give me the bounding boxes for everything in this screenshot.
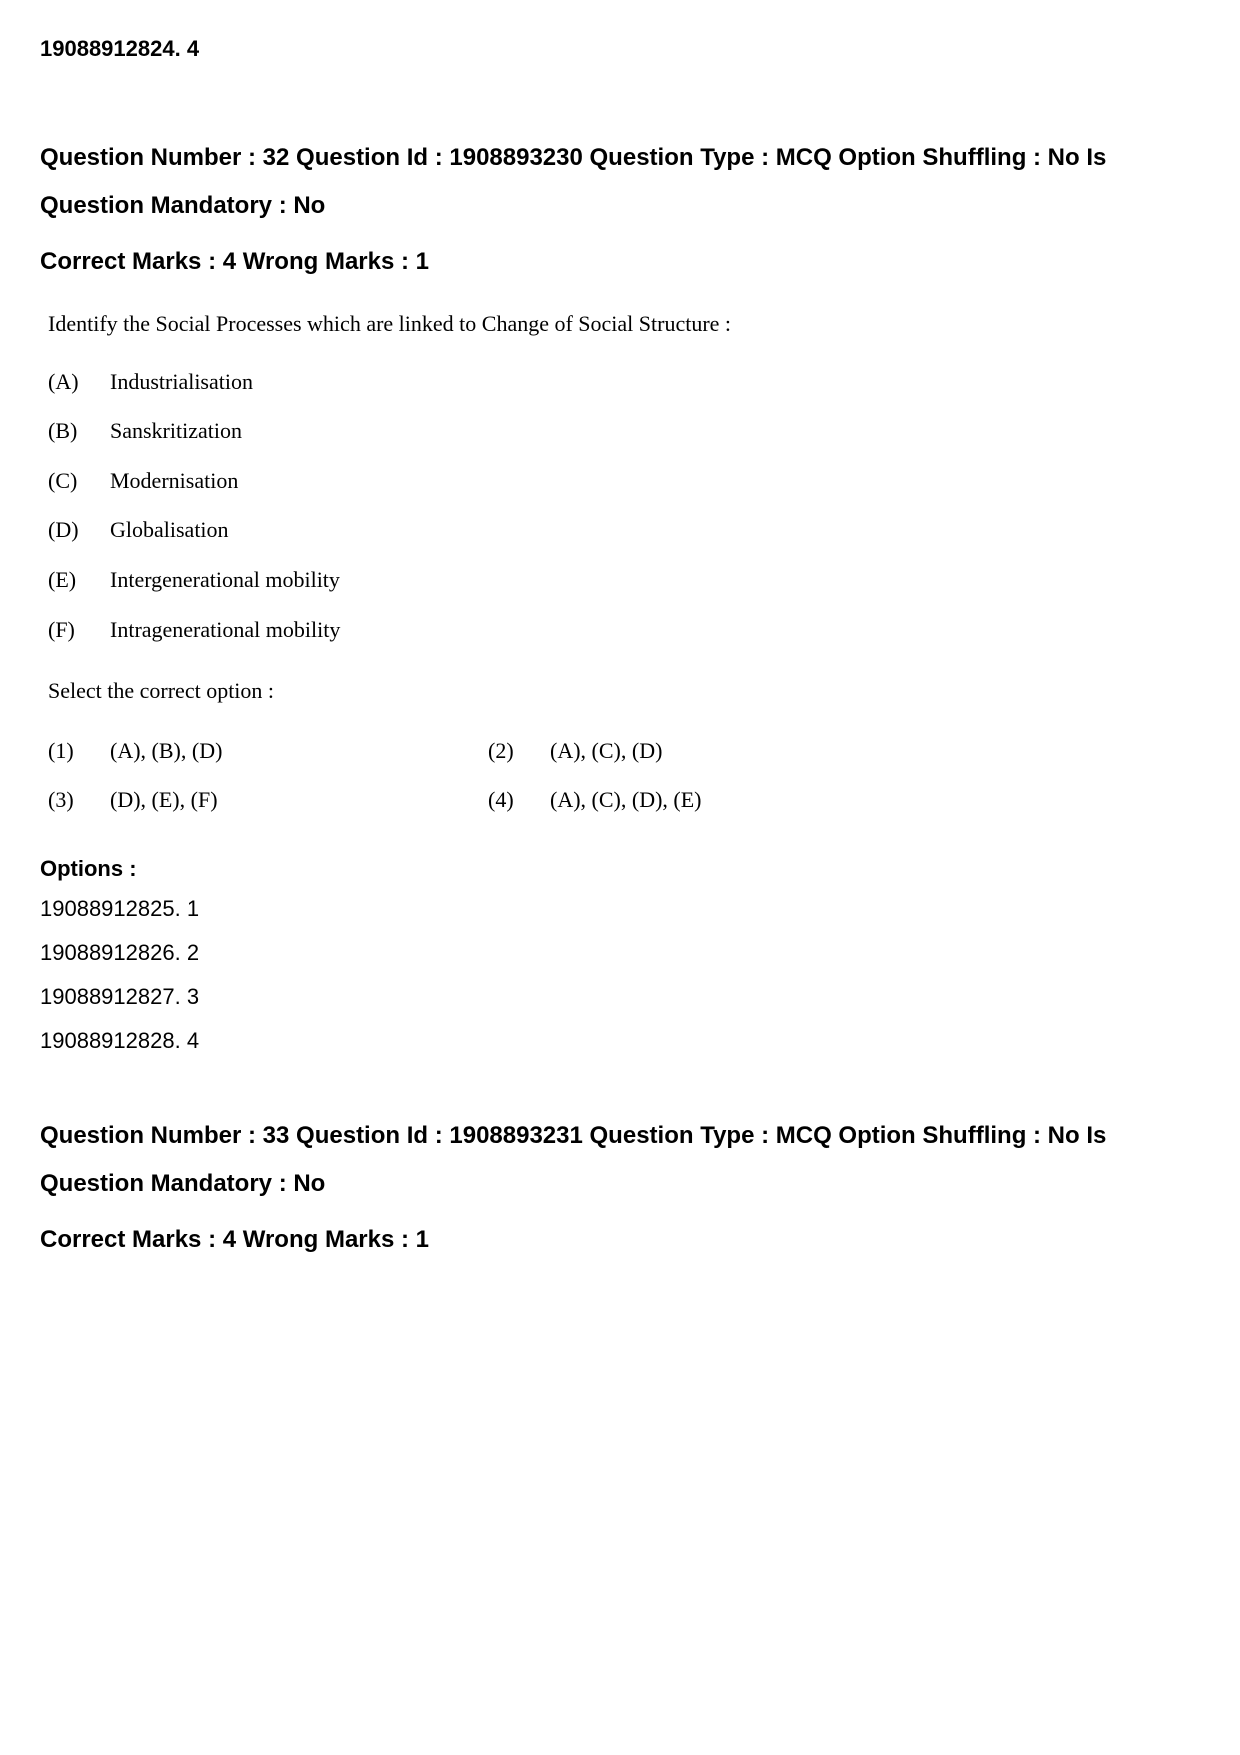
choice-cell: (3) (D), (E), (F): [48, 780, 488, 820]
choice-cell: (4) (A), (C), (D), (E): [488, 780, 928, 820]
item-row: (A) Industrialisation: [48, 362, 1200, 402]
item-row: (E) Intergenerational mobility: [48, 560, 1200, 600]
choice-text: (D), (E), (F): [110, 780, 218, 820]
question-32-text: Identify the Social Processes which are …: [48, 304, 1200, 344]
question-33-header: Question Number : 33 Question Id : 19088…: [40, 1112, 1200, 1208]
choice-cell: (2) (A), (C), (D): [488, 731, 928, 771]
item-text: Intragenerational mobility: [110, 610, 340, 650]
choice-text: (A), (C), (D): [550, 731, 662, 771]
item-letter: (E): [48, 560, 110, 600]
question-32-body: Identify the Social Processes which are …: [40, 304, 1200, 830]
item-text: Modernisation: [110, 461, 238, 501]
choice-number: (2): [488, 731, 550, 771]
choice-number: (3): [48, 780, 110, 820]
choices-grid: (1) (A), (B), (D) (2) (A), (C), (D) (3) …: [48, 731, 948, 830]
previous-option-line: 19088912824. 4: [40, 36, 1200, 62]
option-line: 19088912826. 2: [40, 940, 1200, 966]
select-option-text: Select the correct option :: [48, 671, 1200, 711]
item-row: (D) Globalisation: [48, 510, 1200, 550]
item-letter: (A): [48, 362, 110, 402]
choice-number: (4): [488, 780, 550, 820]
item-row: (F) Intragenerational mobility: [48, 610, 1200, 650]
choice-cell: (1) (A), (B), (D): [48, 731, 488, 771]
item-text: Globalisation: [110, 510, 229, 550]
question-32-items: (A) Industrialisation (B) Sanskritizatio…: [48, 362, 1200, 650]
option-line: 19088912827. 3: [40, 984, 1200, 1010]
item-letter: (D): [48, 510, 110, 550]
question-32-header: Question Number : 32 Question Id : 19088…: [40, 134, 1200, 230]
options-label: Options :: [40, 856, 1200, 882]
item-letter: (F): [48, 610, 110, 650]
question-32-block: Question Number : 32 Question Id : 19088…: [40, 134, 1200, 1054]
item-text: Sanskritization: [110, 411, 242, 451]
item-letter: (C): [48, 461, 110, 501]
item-text: Industrialisation: [110, 362, 253, 402]
option-line: 19088912828. 4: [40, 1028, 1200, 1054]
choice-number: (1): [48, 731, 110, 771]
question-33-block: Question Number : 33 Question Id : 19088…: [40, 1112, 1200, 1264]
option-line: 19088912825. 1: [40, 896, 1200, 922]
choice-text: (A), (C), (D), (E): [550, 780, 702, 820]
item-row: (C) Modernisation: [48, 461, 1200, 501]
question-33-marks: Correct Marks : 4 Wrong Marks : 1: [40, 1216, 1200, 1264]
choice-text: (A), (B), (D): [110, 731, 222, 771]
question-32-marks: Correct Marks : 4 Wrong Marks : 1: [40, 238, 1200, 286]
item-text: Intergenerational mobility: [110, 560, 340, 600]
item-row: (B) Sanskritization: [48, 411, 1200, 451]
item-letter: (B): [48, 411, 110, 451]
